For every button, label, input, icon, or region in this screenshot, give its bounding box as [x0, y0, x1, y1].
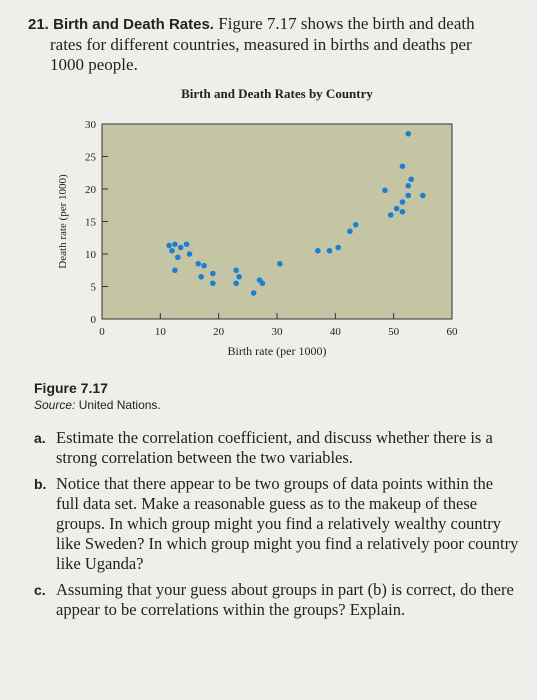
data-point — [387, 212, 394, 218]
plot-area — [101, 123, 453, 320]
figure-label: Figure 7.17 — [34, 380, 108, 396]
data-point — [210, 270, 216, 277]
problem-number: 21. — [28, 16, 49, 33]
data-point — [277, 260, 283, 267]
data-point — [183, 241, 190, 248]
y-tick-label: 25 — [85, 152, 97, 164]
problem-line-3: 1000 people. — [50, 55, 138, 74]
data-point — [236, 273, 242, 280]
problem-title: Birth and Death Rates. — [53, 16, 214, 33]
data-point — [210, 280, 216, 287]
x-tick-label: 20 — [213, 326, 225, 338]
x-tick-label: 0 — [99, 326, 105, 338]
source-text: United Nations. — [78, 398, 161, 412]
data-point — [201, 262, 207, 269]
data-point — [405, 130, 412, 137]
data-point — [233, 267, 239, 274]
part-b: b. Notice that there appear to be two gr… — [34, 474, 520, 574]
part-c-label: c. — [34, 582, 46, 598]
source-label: Source: — [34, 398, 76, 412]
data-point — [335, 244, 342, 251]
y-tick-label: 10 — [85, 249, 97, 261]
x-axis-label: Birth rate (per 1000) — [228, 344, 327, 358]
y-tick-label: 5 — [91, 282, 97, 294]
x-tick-label: 60 — [447, 326, 459, 338]
y-tick-label: 0 — [91, 314, 97, 326]
chart-svg: Birth and Death Rates by Country 0 10 20 30 4… — [57, 86, 459, 358]
data-point — [399, 163, 406, 170]
data-point — [198, 273, 204, 280]
data-point — [233, 280, 239, 287]
data-point — [382, 187, 388, 194]
data-point — [347, 228, 353, 235]
data-point — [405, 182, 412, 189]
y-tick-label: 20 — [85, 184, 97, 196]
problem-line-2: rates for different countries, measured … — [50, 35, 472, 54]
data-point — [408, 176, 414, 183]
problem-line-1: Figure 7.17 shows the birth and death — [218, 14, 475, 33]
part-c-text: Assuming that your guess about groups in… — [56, 580, 514, 619]
y-axis-label: Death rate (per 1000) — [57, 174, 69, 269]
data-point — [166, 242, 172, 249]
data-point — [186, 251, 193, 257]
data-point — [195, 260, 202, 267]
x-tick-label: 30 — [272, 326, 284, 338]
data-point — [177, 244, 184, 251]
x-tick-label: 50 — [388, 326, 400, 338]
x-tick-label: 40 — [330, 326, 342, 338]
part-c: c. Assuming that your guess about groups… — [34, 580, 520, 620]
data-point — [352, 221, 359, 228]
part-a-label: a. — [34, 430, 46, 446]
part-a-text: Estimate the correlation coefficient, an… — [56, 428, 493, 467]
data-point — [405, 192, 412, 199]
question-parts: a. Estimate the correlation coefficient,… — [34, 428, 520, 626]
data-point — [250, 290, 257, 296]
y-tick-label: 30 — [85, 119, 97, 131]
figure-source: Source: United Nations. — [34, 398, 161, 412]
data-point — [175, 254, 181, 261]
part-a: a. Estimate the correlation coefficient,… — [34, 428, 520, 468]
chart-title: Birth and Death Rates by Country — [181, 86, 373, 101]
data-point — [315, 247, 321, 254]
scatter-chart: Birth and Death Rates by Country 0 10 20 30 4… — [52, 82, 492, 372]
data-point — [399, 199, 406, 205]
y-tick-label: 15 — [85, 217, 97, 229]
data-point — [393, 205, 400, 212]
data-point — [326, 247, 333, 254]
data-point — [172, 267, 178, 274]
part-b-text: Notice that there appear to be two group… — [56, 474, 519, 573]
x-tick-label: 10 — [155, 326, 167, 338]
data-point — [259, 280, 266, 287]
problem-statement: 21. Birth and Death Rates. Figure 7.17 s… — [28, 14, 528, 75]
data-point — [399, 208, 406, 215]
data-point — [169, 247, 175, 254]
figure-caption: Figure 7.17 Source: United Nations. — [34, 380, 161, 412]
data-point — [172, 241, 178, 248]
part-b-label: b. — [34, 476, 47, 492]
data-point — [420, 192, 426, 199]
